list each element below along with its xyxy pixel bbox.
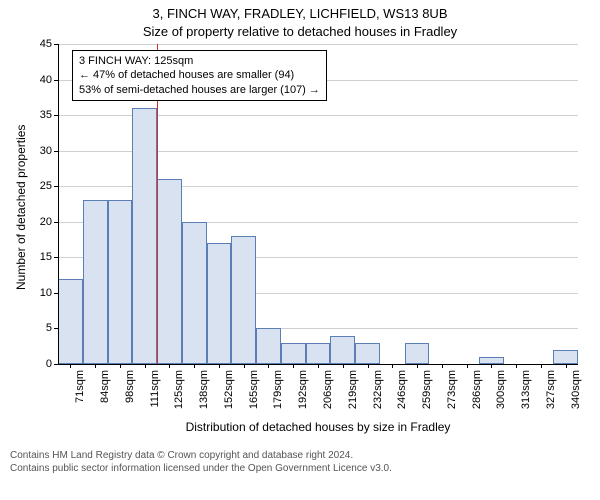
x-tick-label: 340sqm: [570, 370, 582, 409]
histogram-bar: [281, 343, 306, 364]
chart-container: { "titles": { "line1": "3, FINCH WAY, FR…: [0, 0, 600, 500]
x-tick-mark: [194, 364, 195, 368]
footer-line-2: Contains public sector information licen…: [10, 463, 392, 476]
x-tick-mark: [169, 364, 170, 368]
histogram-bar: [330, 336, 355, 364]
histogram-bar: [553, 350, 578, 364]
histogram-bar: [108, 200, 133, 364]
annotation-line-1: 3 FINCH WAY: 125sqm: [79, 54, 320, 68]
y-tick-label: 0: [22, 358, 52, 370]
x-tick-mark: [343, 364, 344, 368]
y-tick-label: 5: [22, 322, 52, 334]
y-tick-label: 40: [22, 74, 52, 86]
x-tick-label: 219sqm: [347, 370, 359, 409]
x-tick-mark: [219, 364, 220, 368]
x-tick-label: 192sqm: [297, 370, 309, 409]
x-tick-label: 313sqm: [520, 370, 532, 409]
histogram-bar: [231, 236, 256, 364]
x-tick-label: 327sqm: [545, 370, 557, 409]
annotation-line-2: ← 47% of detached houses are smaller (94…: [79, 68, 320, 82]
histogram-bar: [355, 343, 380, 364]
x-tick-mark: [491, 364, 492, 368]
x-tick-mark: [268, 364, 269, 368]
x-tick-mark: [95, 364, 96, 368]
x-tick-mark: [541, 364, 542, 368]
x-tick-mark: [145, 364, 146, 368]
x-tick-label: 259sqm: [421, 370, 433, 409]
x-tick-mark: [566, 364, 567, 368]
x-tick-label: 300sqm: [495, 370, 507, 409]
histogram-bar: [83, 200, 108, 364]
histogram-bar: [306, 343, 331, 364]
y-tick-label: 30: [22, 145, 52, 157]
x-tick-label: 71sqm: [74, 370, 86, 403]
x-tick-mark: [318, 364, 319, 368]
x-tick-label: 273sqm: [446, 370, 458, 409]
x-tick-mark: [244, 364, 245, 368]
y-tick-label: 10: [22, 287, 52, 299]
y-tick-label: 25: [22, 180, 52, 192]
x-tick-label: 179sqm: [272, 370, 284, 409]
annotation-box: 3 FINCH WAY: 125sqm ← 47% of detached ho…: [72, 50, 327, 101]
chart-title-1: 3, FINCH WAY, FRADLEY, LICHFIELD, WS13 8…: [0, 6, 600, 21]
x-tick-mark: [70, 364, 71, 368]
x-tick-label: 206sqm: [322, 370, 334, 409]
footer-text: Contains HM Land Registry data © Crown c…: [10, 450, 392, 475]
histogram-bar: [182, 222, 207, 364]
x-tick-label: 84sqm: [99, 370, 111, 403]
x-tick-mark: [442, 364, 443, 368]
x-tick-mark: [368, 364, 369, 368]
histogram-bar: [132, 108, 157, 364]
footer-line-1: Contains HM Land Registry data © Crown c…: [10, 450, 392, 463]
histogram-bar: [157, 179, 182, 364]
histogram-bar: [207, 243, 232, 364]
gridline: [58, 44, 578, 45]
annotation-line-3: 53% of semi-detached houses are larger (…: [79, 83, 320, 97]
y-tick-label: 20: [22, 216, 52, 228]
y-axis-line: [58, 44, 59, 364]
x-tick-mark: [516, 364, 517, 368]
histogram-bar: [479, 357, 504, 364]
y-tick-label: 45: [22, 38, 52, 50]
x-tick-label: 232sqm: [372, 370, 384, 409]
x-tick-mark: [392, 364, 393, 368]
x-tick-label: 138sqm: [198, 370, 210, 409]
x-tick-label: 125sqm: [173, 370, 185, 409]
chart-title-2: Size of property relative to detached ho…: [0, 24, 600, 39]
x-tick-label: 165sqm: [248, 370, 260, 409]
x-tick-label: 111sqm: [149, 370, 161, 408]
y-tick-label: 15: [22, 251, 52, 263]
x-tick-mark: [417, 364, 418, 368]
x-tick-label: 246sqm: [396, 370, 408, 409]
x-axis-label: Distribution of detached houses by size …: [58, 420, 578, 434]
histogram-bar: [58, 279, 83, 364]
x-tick-mark: [120, 364, 121, 368]
x-tick-label: 152sqm: [223, 370, 235, 409]
x-tick-label: 98sqm: [124, 370, 136, 403]
histogram-bar: [405, 343, 430, 364]
y-tick-label: 35: [22, 109, 52, 121]
x-tick-mark: [293, 364, 294, 368]
histogram-bar: [256, 328, 281, 364]
x-tick-label: 286sqm: [471, 370, 483, 409]
x-tick-mark: [467, 364, 468, 368]
